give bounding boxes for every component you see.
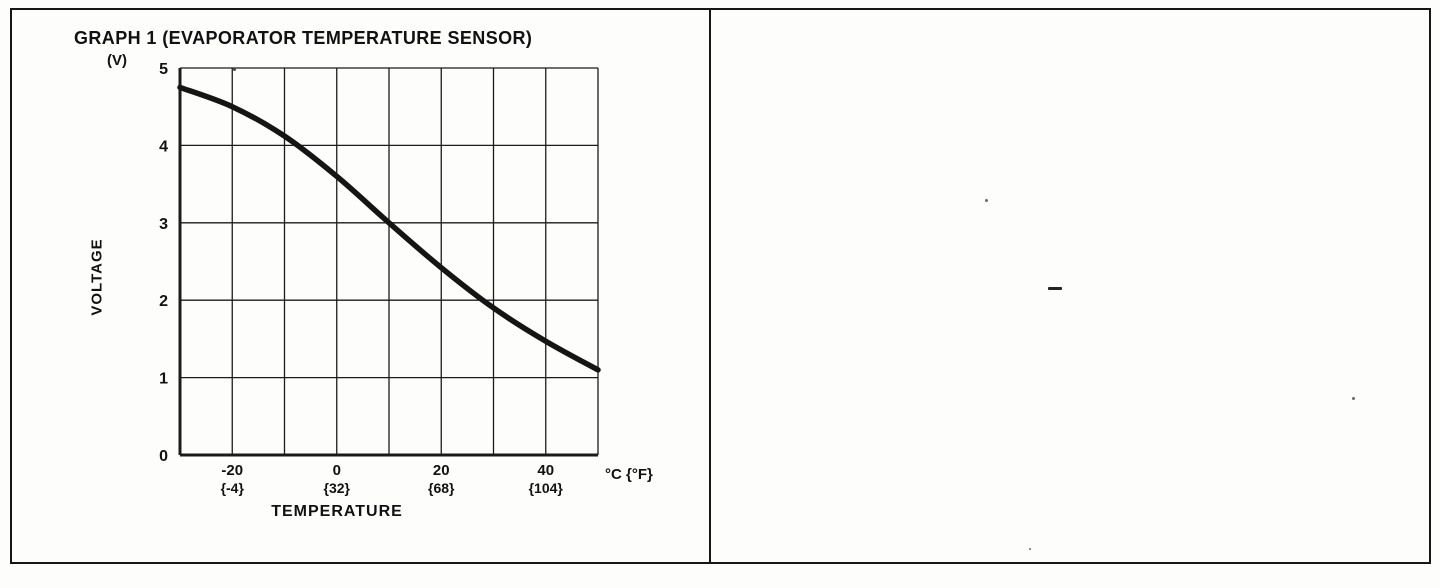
panel-divider	[709, 10, 711, 562]
x-axis-label: TEMPERATURE	[271, 503, 403, 520]
scan-artifact-dash	[1048, 287, 1062, 290]
x-axis-unit-label: °C {°F}	[605, 466, 653, 483]
scan-speckle	[1029, 548, 1031, 550]
scan-speckle	[1352, 397, 1355, 400]
scan-speckle	[985, 199, 988, 202]
page-border	[10, 8, 1431, 564]
y-axis-unit-label: (V)	[107, 52, 127, 69]
scan-speckle	[233, 68, 236, 71]
y-axis-label: VOLTAGE	[88, 238, 106, 316]
graph-title: GRAPH 1 (EVAPORATOR TEMPERATURE SENSOR)	[74, 28, 533, 48]
